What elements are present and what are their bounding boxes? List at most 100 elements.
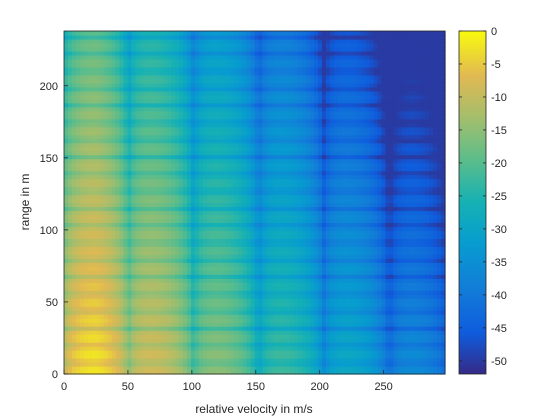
heatmap-cell: [242, 218, 248, 224]
heatmap-cell: [119, 218, 125, 224]
heatmap-cell: [163, 362, 168, 367]
heatmap-cell: [202, 226, 208, 232]
heatmap-cell: [191, 322, 196, 327]
heatmap-cell: [107, 306, 113, 311]
heatmap-cell: [290, 330, 295, 335]
heatmap-cell: [183, 194, 188, 200]
heatmap-cell: [254, 66, 260, 72]
heatmap-cell: [226, 66, 232, 72]
heatmap-cell: [95, 350, 101, 355]
heatmap-cell: [103, 250, 109, 255]
heatmap-cell: [274, 322, 279, 327]
heatmap-cell: [266, 298, 271, 303]
heatmap-cell: [202, 346, 208, 351]
heatmap-cell: [238, 70, 244, 76]
heatmap-cell: [143, 118, 148, 124]
heatmap-cell: [230, 110, 236, 116]
heatmap-cell: [278, 54, 283, 60]
heatmap-cell: [167, 250, 172, 255]
heatmap-cell: [71, 294, 77, 299]
heatmap-cell: [115, 206, 121, 212]
heatmap-cell: [191, 66, 196, 72]
heatmap-cell: [123, 210, 129, 216]
heatmap-cell: [191, 206, 196, 212]
heatmap-cell: [155, 202, 160, 208]
heatmap-cell: [123, 242, 129, 247]
heatmap-cell: [155, 194, 160, 200]
heatmap-cell: [155, 246, 160, 251]
heatmap-cell: [64, 66, 69, 72]
heatmap-cell: [254, 126, 260, 132]
heatmap-cell: [270, 250, 275, 255]
heatmap-cell: [206, 54, 212, 60]
heatmap-cell: [71, 118, 77, 124]
heatmap-cell: [159, 190, 164, 196]
heatmap-cell: [179, 166, 184, 172]
heatmap-cell: [206, 82, 212, 88]
heatmap-cell: [179, 234, 184, 239]
heatmap-cell: [242, 126, 248, 132]
heatmap-cell: [206, 102, 212, 108]
heatmap-cell: [87, 242, 93, 247]
heatmap-cell: [206, 302, 212, 307]
heatmap-cell: [99, 262, 105, 267]
heatmap-cell: [171, 370, 176, 375]
heatmap-cell: [198, 122, 204, 128]
heatmap-cell: [187, 258, 192, 263]
heatmap-cell: [151, 286, 156, 291]
heatmap-cell: [179, 330, 184, 335]
heatmap-cell: [191, 210, 196, 216]
heatmap-cell: [226, 342, 232, 347]
heatmap-cell: [79, 330, 85, 335]
heatmap-cell: [155, 122, 160, 128]
heatmap-cell: [95, 314, 101, 319]
heatmap-cell: [198, 354, 204, 359]
heatmap-cell: [115, 138, 121, 144]
heatmap-cell: [230, 234, 236, 239]
heatmap-cell: [167, 286, 172, 291]
heatmap-cell: [103, 102, 109, 108]
heatmap-cell: [131, 90, 137, 96]
heatmap-cell: [147, 86, 152, 92]
heatmap-cell: [238, 74, 244, 80]
heatmap-cell: [250, 234, 256, 239]
heatmap-cell: [71, 102, 77, 108]
heatmap-cell: [254, 174, 260, 180]
heatmap-cell: [64, 102, 69, 108]
heatmap-cell: [266, 54, 271, 60]
heatmap-cell: [67, 226, 73, 232]
heatmap-cell: [286, 350, 291, 355]
heatmap-cell: [111, 78, 117, 84]
heatmap-cell: [242, 46, 248, 52]
heatmap-cell: [115, 218, 121, 224]
heatmap-cell: [91, 146, 97, 152]
heatmap-cell: [95, 186, 101, 192]
plot-area: [63, 30, 446, 375]
heatmap-cell: [258, 178, 264, 184]
heatmap-cell: [171, 170, 176, 176]
heatmap-cell: [198, 86, 204, 92]
heatmap-cell: [258, 290, 264, 295]
heatmap-cell: [119, 186, 125, 192]
heatmap-cell: [206, 238, 212, 243]
heatmap-cell: [266, 350, 271, 355]
heatmap-cell: [206, 210, 212, 216]
heatmap-cell: [71, 298, 77, 303]
heatmap-cell: [71, 238, 77, 243]
heatmap-cell: [194, 90, 200, 96]
heatmap-cell: [107, 102, 113, 108]
heatmap-cell: [151, 258, 156, 263]
heatmap-cell: [155, 258, 160, 263]
heatmap-cell: [107, 122, 113, 128]
heatmap-cell: [222, 246, 228, 251]
heatmap-cell: [187, 38, 192, 44]
heatmap-cell: [278, 146, 283, 152]
heatmap-cell: [111, 214, 117, 220]
heatmap-cell: [194, 246, 200, 251]
heatmap-cell: [274, 298, 279, 303]
heatmap-cell: [214, 370, 220, 375]
heatmap-cell: [175, 134, 180, 140]
heatmap-cell: [286, 298, 291, 303]
heatmap-cell: [127, 186, 133, 192]
heatmap-cell: [107, 42, 113, 48]
